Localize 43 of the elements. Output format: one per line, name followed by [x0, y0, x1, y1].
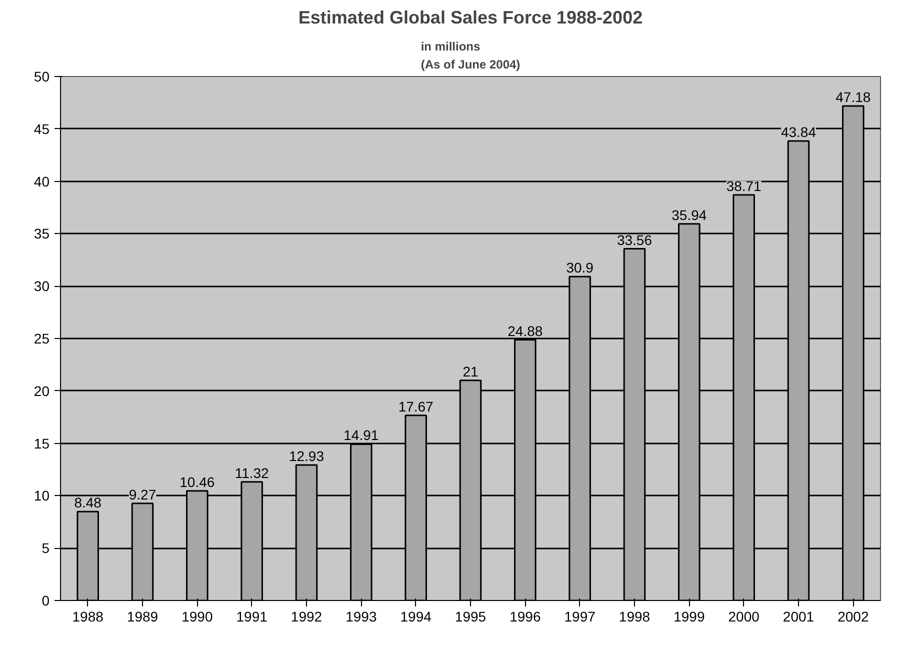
data-label: 35.94	[672, 206, 707, 223]
data-label: 30.9	[566, 260, 594, 276]
x-tick-label: 1998	[618, 608, 650, 624]
y-tick-label: 30	[34, 278, 50, 294]
data-label: 17.67	[398, 398, 434, 414]
data-label: 43.84	[780, 124, 816, 140]
x-tick-label: 1993	[346, 608, 377, 624]
data-label: 47.18	[836, 89, 871, 106]
chart-title: Estimated Global Sales Force 1988-2002	[298, 8, 643, 28]
x-tick-label: 1995	[454, 608, 486, 624]
y-tick-label: 35	[34, 226, 50, 242]
y-tick-label: 50	[34, 68, 50, 84]
data-label: 33.56	[616, 232, 652, 248]
y-tick-label: 10	[34, 488, 50, 504]
data-label: 21	[462, 363, 478, 380]
data-label: 12.93	[288, 448, 324, 464]
x-tick-label: 1988	[72, 608, 104, 624]
x-tick-label: 1991	[236, 608, 268, 624]
x-tick-label: 1992	[290, 608, 322, 624]
data-label: 38.71	[726, 178, 762, 194]
x-tick-label: 1996	[510, 608, 541, 624]
chart-subtitle: in millions (As of June 2004)	[420, 39, 520, 72]
y-tick-label: 0	[42, 592, 50, 608]
x-tick-label: 1989	[126, 608, 158, 624]
y-tick-label: 45	[34, 120, 50, 137]
x-tick-label: 1994	[400, 608, 432, 624]
x-tick-label: 2002	[838, 608, 869, 624]
y-tick-label: 40	[34, 173, 50, 190]
x-tick-label: 1999	[674, 608, 705, 624]
data-label: 11.32	[234, 464, 270, 481]
x-tick-label: 1997	[564, 608, 596, 624]
data-label: 14.91	[344, 427, 379, 444]
x-tick-label: 2001	[782, 608, 814, 624]
data-label: 9.27	[128, 486, 156, 502]
y-tick-label: 20	[34, 382, 50, 399]
x-tick-label: 1990	[182, 608, 213, 624]
data-label: 24.88	[508, 322, 543, 339]
data-label: 8.48	[74, 494, 102, 511]
x-tick-label: 2000	[728, 608, 760, 624]
data-label: 10.46	[180, 474, 215, 490]
y-tick-label: 5	[42, 540, 50, 556]
y-tick-label: 15	[34, 435, 50, 452]
y-tick-label: 25	[34, 330, 50, 346]
